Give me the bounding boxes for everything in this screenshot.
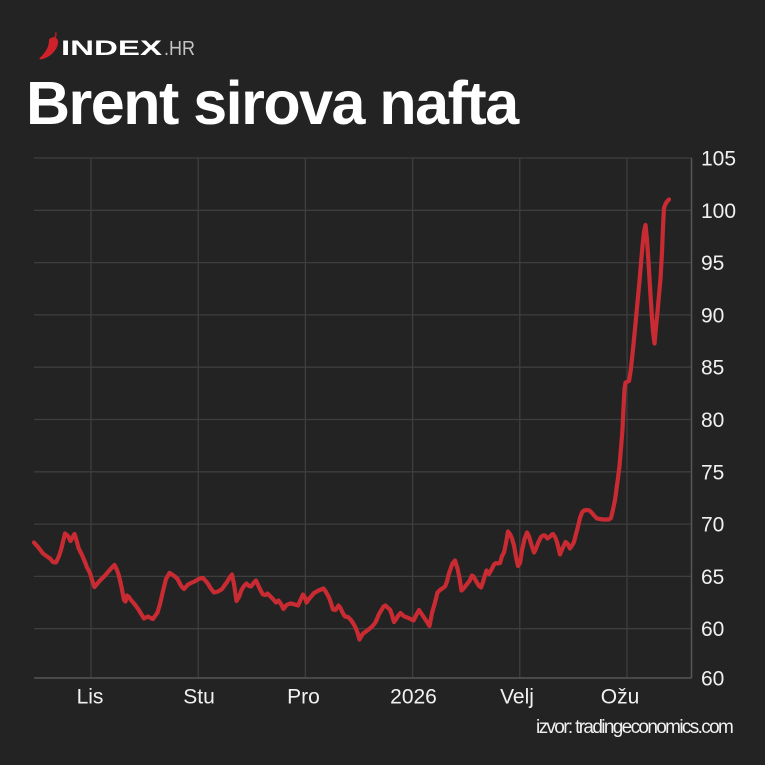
svg-text:INDEX: INDEX xyxy=(61,37,162,60)
svg-text:Lis: Lis xyxy=(77,686,104,709)
svg-text:105: 105 xyxy=(701,148,736,171)
svg-text:70: 70 xyxy=(701,514,724,537)
svg-text:100: 100 xyxy=(701,200,736,223)
svg-text:60: 60 xyxy=(701,618,724,641)
svg-text:95: 95 xyxy=(701,252,724,275)
svg-text:2026: 2026 xyxy=(390,686,437,709)
svg-text:Pro: Pro xyxy=(287,686,320,709)
svg-text:85: 85 xyxy=(701,357,724,380)
svg-text:Ožu: Ožu xyxy=(601,686,640,709)
svg-text:65: 65 xyxy=(701,566,724,589)
svg-text:60: 60 xyxy=(701,668,724,691)
svg-text:90: 90 xyxy=(701,304,724,327)
svg-text:80: 80 xyxy=(701,409,724,432)
svg-text:75: 75 xyxy=(701,461,724,484)
svg-text:Velj: Velj xyxy=(500,686,534,709)
svg-text:.HR: .HR xyxy=(164,38,195,60)
svg-text:Stu: Stu xyxy=(183,686,215,709)
